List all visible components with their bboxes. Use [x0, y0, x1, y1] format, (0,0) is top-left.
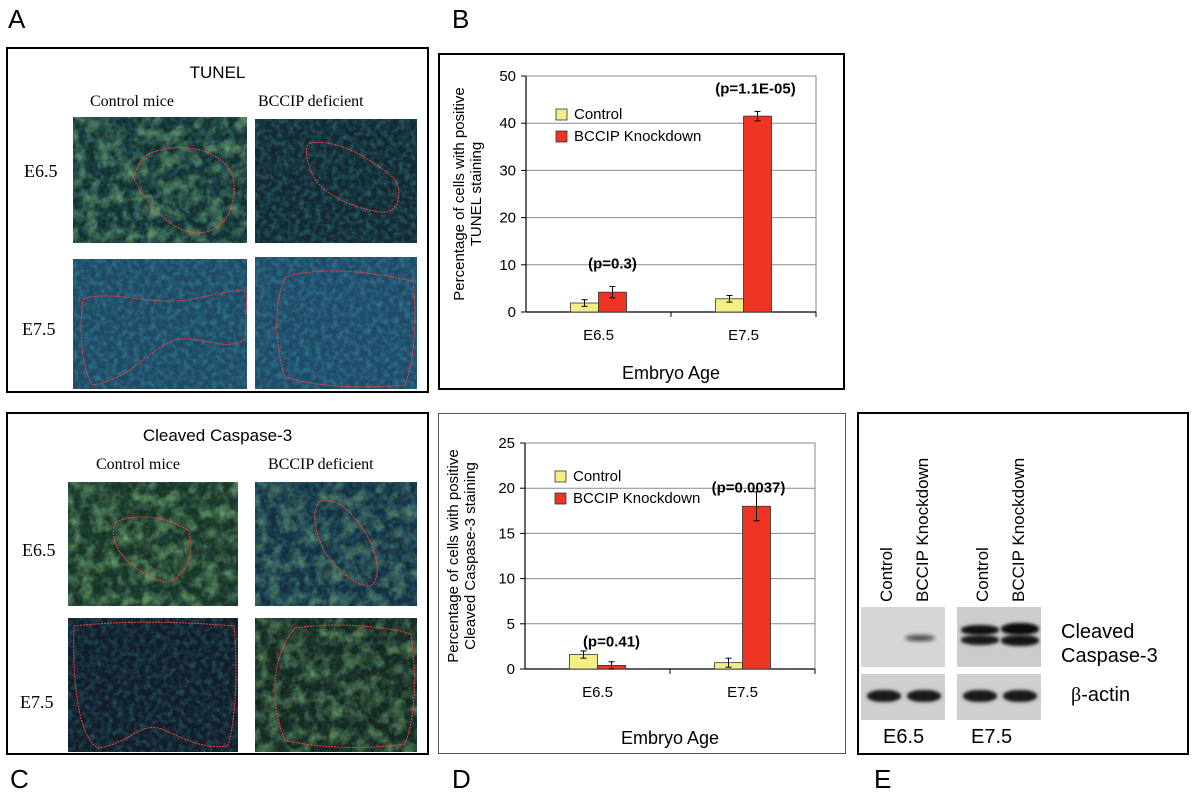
band-caspase-e75-ctrl-lower	[961, 635, 999, 645]
micrograph-tunel-bccip-e65	[255, 119, 417, 243]
panel-e-frame: Control BCCIP Knockdown Control BCCIP Kn…	[857, 412, 1189, 755]
y-axis-label-line1: Percentage of cells with positive	[445, 449, 462, 662]
panel-a-col1-label: Control mice	[90, 93, 174, 110]
y-tick-label: 5	[507, 616, 515, 633]
y-tick-label: 20	[499, 210, 516, 227]
p-value-annotation: (p=0.41)	[583, 633, 640, 650]
micrograph-caspase-control-e75	[68, 618, 238, 752]
band-caspase-e75-kd-upper	[1001, 623, 1039, 635]
y-tick-label: 10	[498, 571, 515, 588]
y-tick-label: 30	[499, 162, 516, 179]
plot-area	[525, 75, 817, 313]
band-caspase-e75-ctrl-upper	[961, 625, 999, 635]
panel-b-letter: B	[452, 4, 470, 34]
panel-a-title: TUNEL	[189, 63, 246, 82]
plot-area	[524, 442, 816, 670]
blot-actin-e75	[957, 674, 1041, 720]
lane-label-control-2: Control	[973, 547, 992, 602]
band-label-caspase-line1: Cleaved	[1061, 621, 1135, 643]
y-tick-label: 15	[498, 525, 515, 542]
panel-b-frame: 0 10 20 30 40 50 E6.5 (p=0.3) E7.5 (p=1.1E-05) Con…	[438, 53, 845, 390]
band-caspase-e65-kd	[905, 635, 935, 641]
p-value-annotation: (p=0.0037)	[712, 480, 786, 497]
legend-label: Control	[573, 468, 621, 485]
legend-swatch	[554, 470, 567, 483]
group-label-e75: E7.5	[971, 726, 1013, 748]
panel-c-title: Cleaved Caspase-3	[142, 426, 293, 445]
panel-a-col2-label: BCCIP deficient	[258, 93, 364, 110]
legend-swatch	[555, 130, 568, 143]
legend-label: Control	[574, 106, 622, 123]
band-actin-e75-kd	[1003, 690, 1037, 702]
group-label-e65: E6.5	[883, 726, 925, 748]
micrograph-tunel-control-e75	[73, 259, 247, 389]
y-tick-label: 0	[508, 304, 516, 321]
lane-label-control-1: Control	[877, 547, 896, 602]
legend-swatch	[555, 108, 568, 121]
panel-c-letter: C	[10, 764, 29, 794]
x-tick-label: E7.5	[728, 327, 759, 344]
y-tick-label: 25	[498, 435, 515, 452]
micrograph-caspase-control-e65	[68, 482, 238, 606]
p-value-annotation: (p=0.3)	[588, 256, 637, 273]
panel-c-col1-label: Control mice	[96, 456, 180, 473]
x-axis-label: Embryo Age	[622, 363, 720, 383]
band-label-actin-rest: -actin	[1081, 684, 1131, 706]
panel-a-row2-label: E7.5	[22, 319, 56, 339]
panel-a-letter: A	[8, 4, 26, 34]
band-label-caspase: Cleaved Caspase-3	[1061, 620, 1158, 668]
panel-c-row1-label: E6.5	[22, 540, 56, 560]
micrograph-tunel-control-e65	[73, 117, 247, 243]
y-tick-label: 10	[499, 257, 516, 274]
band-caspase-e75-kd-lower	[1001, 635, 1039, 646]
lane-label-knockdown-2: BCCIP Knockdown	[1009, 457, 1028, 602]
y-axis-label-line2: Cleaved Caspase-3 staining	[462, 462, 479, 650]
bar-bccip-knockdown-E7.5	[742, 505, 771, 670]
panel-e-letter: E	[874, 764, 892, 794]
blot-actin-e65	[861, 674, 945, 720]
panel-d-letter: D	[452, 764, 471, 794]
legend-label: BCCIP Knockdown	[573, 490, 700, 507]
x-tick-label: E7.5	[727, 684, 758, 701]
x-axis-label: Embryo Age	[621, 728, 719, 748]
panel-a-frame: TUNEL Control mice BCCIP deficient E6.5 …	[6, 47, 429, 393]
y-tick-label: 40	[499, 115, 516, 132]
bar-bccip-knockdown-E7.5	[743, 115, 772, 313]
y-tick-label: 50	[499, 68, 516, 85]
band-label-actin-greek: β	[1071, 684, 1082, 706]
band-label-caspase-line2: Caspase-3	[1061, 645, 1158, 667]
lane-label-knockdown-1: BCCIP Knockdown	[913, 457, 932, 602]
x-tick-label: E6.5	[583, 327, 614, 344]
y-tick-label: 0	[507, 661, 515, 678]
micrograph-tunel-bccip-e75	[255, 257, 417, 389]
panel-c-col2-label: BCCIP deficient	[268, 456, 374, 473]
panel-c-frame: Cleaved Caspase-3 Control mice BCCIP def…	[6, 412, 429, 755]
panel-d-frame: 0 5 10 15 20 25 E6.5 (p=0.41) E7.5 (p=0.0037) Cont…	[438, 413, 846, 754]
micrograph-caspase-bccip-e65	[255, 482, 417, 606]
p-value-annotation: (p=1.1E-05)	[715, 80, 795, 97]
y-axis-label-line2: TUNEL staining	[468, 142, 485, 247]
y-tick-label: 20	[498, 480, 515, 497]
legend-swatch	[554, 492, 567, 505]
chart-caspase: 0 5 10 15 20 25 E6.5 (p=0.41) E7.5 (p=0.0037) Cont…	[445, 435, 816, 748]
panel-c-row2-label: E7.5	[20, 692, 54, 712]
band-actin-e75-ctrl	[963, 690, 997, 702]
band-actin-e65-ctrl	[867, 690, 901, 702]
panel-a-row1-label: E6.5	[24, 161, 58, 181]
x-tick-label: E6.5	[582, 684, 613, 701]
blot-caspase-e75	[957, 607, 1041, 667]
band-label-actin: β-actin	[1071, 684, 1130, 707]
micrograph-caspase-bccip-e75	[255, 618, 417, 752]
band-actin-e65-kd	[907, 690, 941, 702]
y-axis-label-line1: Percentage of cells with positive	[451, 87, 468, 300]
chart-tunel: 0 10 20 30 40 50 E6.5 (p=0.3) E7.5 (p=1.1E-05) Con…	[451, 68, 817, 383]
legend-label: BCCIP Knockdown	[574, 128, 701, 145]
blot-caspase-e65	[861, 607, 945, 667]
